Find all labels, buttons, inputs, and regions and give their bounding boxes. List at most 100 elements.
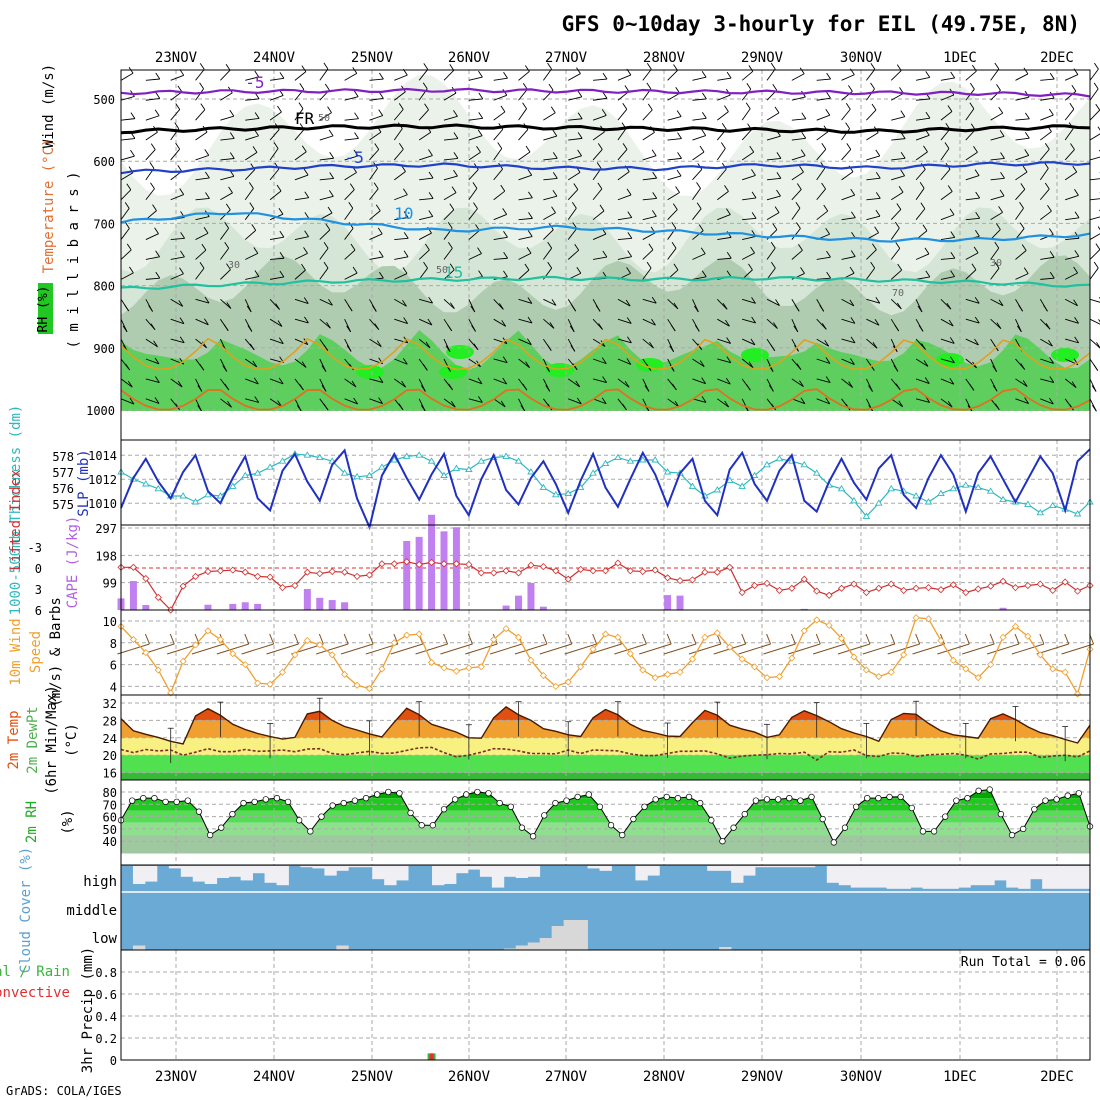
rh-marker: [1064, 792, 1071, 799]
wind-barb: [120, 172, 134, 181]
wind-barb-flag: [1071, 85, 1077, 92]
wind-barb: [493, 338, 508, 345]
wind-barb: [145, 188, 155, 201]
wind-barb: [741, 338, 756, 346]
wind-barb: [1089, 198, 1100, 201]
wind-barb-flag: [224, 222, 230, 229]
wind-barb-flag: [346, 345, 352, 352]
wind-barb-flag: [994, 261, 1000, 269]
wind-speed-marker: [191, 641, 200, 649]
wind-barb: [443, 92, 457, 101]
cloud-row-label: middle: [66, 903, 117, 919]
wind-barb-flag: [798, 244, 803, 251]
wind-barb-flag: [154, 227, 159, 234]
date-label-top: 27NOV: [545, 50, 588, 66]
wind-barb-flag: [1049, 376, 1055, 383]
wind-barb: [518, 236, 533, 241]
lifted-index-marker: [850, 580, 858, 588]
wind-speed-marker: [775, 673, 783, 681]
rh-contour-label: 30: [228, 260, 240, 271]
wind-barb: [617, 74, 632, 81]
wind-barb: [220, 269, 231, 280]
wind-barb: [742, 318, 756, 324]
wind-barb-flag: [602, 376, 607, 383]
wind-barb-flag: [497, 142, 503, 149]
wind-barb-flag: [277, 320, 283, 327]
thickness-marker: [1073, 510, 1082, 517]
wind-speed-marker: [726, 643, 734, 651]
date-label-bottom: 26NOV: [448, 1069, 491, 1085]
wind-barb: [543, 68, 552, 81]
thickness-marker: [452, 464, 461, 471]
wind-barb-flag: [226, 263, 231, 270]
wind-barb: [667, 116, 682, 121]
wind-barb-flag: [872, 341, 878, 349]
wind-tick: 4: [110, 680, 117, 694]
wind-barb: [245, 378, 259, 385]
rh-marker: [697, 799, 704, 807]
wind-barb-flag: [701, 396, 707, 403]
surface-barb: [639, 643, 672, 655]
high-cloud-gap: [455, 866, 469, 874]
surface-barb: [962, 643, 995, 655]
rh-marker: [1020, 825, 1027, 833]
rh-marker: [741, 810, 748, 818]
wind-barb-flag: [652, 171, 658, 179]
high-cloud-gap: [862, 866, 876, 888]
wind-barb: [617, 358, 632, 365]
rh-marker: [273, 795, 281, 802]
wind-speed-marker: [154, 666, 162, 674]
wind-barb-flag: [199, 363, 205, 371]
wind-barb-flag: [153, 340, 158, 348]
wind-barb: [1064, 171, 1077, 181]
wind-barb: [393, 148, 404, 161]
thickness-marker: [614, 453, 622, 461]
wind-barb-flag: [547, 62, 552, 70]
wind-barb-flag: [602, 250, 608, 258]
wind-barb: [567, 171, 581, 181]
wind-barb-flag: [676, 169, 682, 177]
wind-barb-flag: [502, 356, 508, 363]
wind-barb: [1064, 149, 1075, 161]
wind-speed-marker: [229, 650, 237, 658]
wind-barb: [742, 217, 757, 221]
wind-barb: [1015, 118, 1030, 121]
wind-barb-flag: [179, 357, 185, 365]
wind-barb: [866, 215, 881, 221]
cape-bar: [440, 531, 448, 610]
wind-barb: [766, 298, 780, 306]
wind-barb: [593, 97, 607, 101]
wind-speed-marker: [937, 637, 945, 645]
wind-barb: [692, 135, 706, 141]
wind-speed-marker: [862, 666, 870, 674]
wind-barb: [443, 157, 458, 161]
surface-gap: [121, 411, 1090, 440]
lifted-index-marker: [800, 575, 808, 583]
wind-barb: [568, 73, 581, 81]
temp-band: [121, 755, 1090, 773]
wind-barb-flag: [453, 152, 459, 159]
wind-barb-flag: [677, 152, 682, 159]
rh-blob: [936, 353, 964, 367]
wind-barb: [965, 197, 980, 201]
rh-blob: [546, 363, 574, 377]
wind-barb-flag: [646, 261, 652, 269]
wind-barb: [717, 378, 731, 385]
wind-barb-flag: [323, 241, 329, 249]
wind-barb: [841, 358, 855, 365]
wind-barb-flag: [150, 323, 156, 331]
wind-barb-flag: [447, 324, 453, 332]
wind-barb-flag: [624, 85, 630, 92]
surface-barb-flag: [766, 633, 772, 645]
rh-marker: [351, 797, 359, 804]
rh-marker: [340, 799, 347, 807]
wind-speed-marker: [278, 668, 287, 676]
surface-barb-flag: [666, 633, 672, 645]
lifted-index-marker: [825, 591, 833, 599]
wind-barb: [518, 151, 531, 161]
lifted-index-marker: [788, 584, 796, 592]
high-cloud-gap: [898, 866, 911, 889]
wind-barb: [294, 236, 309, 241]
wind-speed-marker: [850, 653, 858, 661]
wind-barb: [642, 338, 654, 349]
